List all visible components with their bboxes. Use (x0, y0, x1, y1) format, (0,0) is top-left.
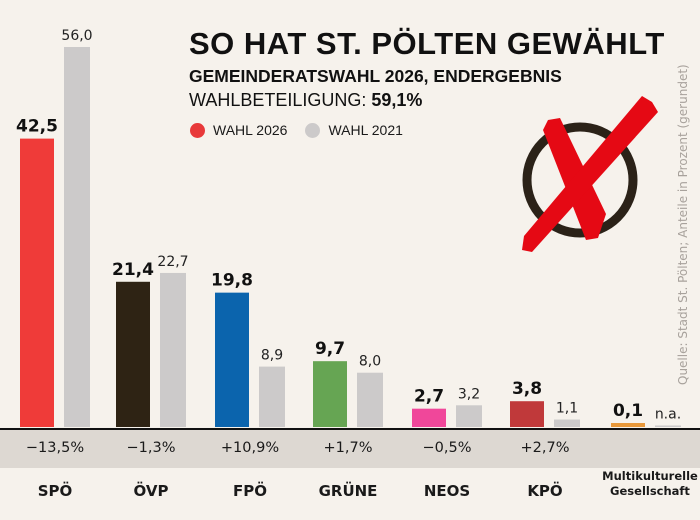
value-label-2021-3: 8,0 (359, 354, 381, 370)
difference-band (0, 428, 700, 468)
party-label: ÖVP (133, 482, 169, 500)
bar-2026-4 (412, 408, 446, 427)
value-label-2021-2: 8,9 (261, 348, 283, 364)
bar-2021-0 (64, 47, 90, 427)
turnout-value: 59,1% (371, 90, 423, 110)
value-label-2021-4: 3,2 (458, 386, 480, 402)
bar-2026-3 (313, 361, 347, 427)
bar-2026-2 (215, 292, 249, 427)
legend-label-2026: WAHL 2026 (213, 122, 288, 138)
party-label: Multikulturelle Gesellschaft (602, 469, 698, 498)
difference-label: −13,5% (25, 440, 85, 456)
chart-subtitle: GEMEINDERATSWAHL 2026, ENDERGEBNIS (189, 66, 562, 86)
difference-label: −1,3% (126, 440, 176, 456)
turnout-label: WAHLBETEILIGUNG: (189, 90, 372, 110)
value-label-2026-5: 3,8 (512, 379, 542, 399)
value-label-2026-4: 2,7 (414, 387, 444, 407)
value-label-2026-6: 0,1 (613, 401, 643, 421)
bar-2021-6 (655, 425, 681, 427)
party-label: KPÖ (527, 482, 563, 500)
party-label: SPÖ (37, 482, 73, 500)
legend-item-2026: WAHL 2026 (190, 122, 287, 138)
legend-label-2021: WAHL 2021 (328, 122, 403, 138)
legend-item-2021: WAHL 2021 (305, 122, 403, 138)
difference-label: −0,5% (422, 440, 472, 456)
bar-2021-1 (160, 272, 186, 427)
party-label: GRÜNE (318, 482, 378, 500)
cross-stroke-right (522, 96, 658, 252)
difference-label: +2,7% (520, 440, 570, 456)
party-label: NEOS (423, 482, 471, 500)
turnout: WAHLBETEILIGUNG: 59,1% (189, 90, 422, 111)
bar-2021-2 (259, 366, 285, 427)
value-label-2026-2: 19,8 (211, 271, 253, 291)
bar-2026-1 (116, 281, 150, 427)
party-label: FPÖ (233, 482, 267, 500)
bar-2021-4 (456, 405, 482, 427)
bar-2026-6 (611, 423, 645, 427)
difference-label: +1,7% (323, 440, 373, 456)
bar-2026-5 (510, 401, 544, 427)
bar-2021-5 (554, 419, 580, 427)
legend: WAHL 2026 WAHL 2021 (190, 122, 421, 138)
value-label-2026-1: 21,4 (112, 260, 154, 280)
legend-swatch-2026 (190, 122, 205, 138)
legend-swatch-2021 (305, 122, 321, 138)
difference-label: +10,9% (220, 440, 280, 456)
chart-title: SO HAT ST. PÖLTEN GEWÄHLT (189, 26, 665, 61)
value-label-2021-5: 1,1 (556, 401, 578, 417)
value-label-2021-6: n.a. (655, 407, 681, 423)
value-label-2026-3: 9,7 (315, 339, 345, 359)
value-label-2026-0: 42,5 (16, 117, 58, 137)
ballot-circle (522, 122, 638, 238)
value-label-2021-1: 22,7 (157, 254, 188, 270)
value-label-2021-0: 56,0 (61, 28, 92, 44)
bar-2021-3 (357, 372, 383, 427)
bar-2026-0 (20, 138, 54, 427)
